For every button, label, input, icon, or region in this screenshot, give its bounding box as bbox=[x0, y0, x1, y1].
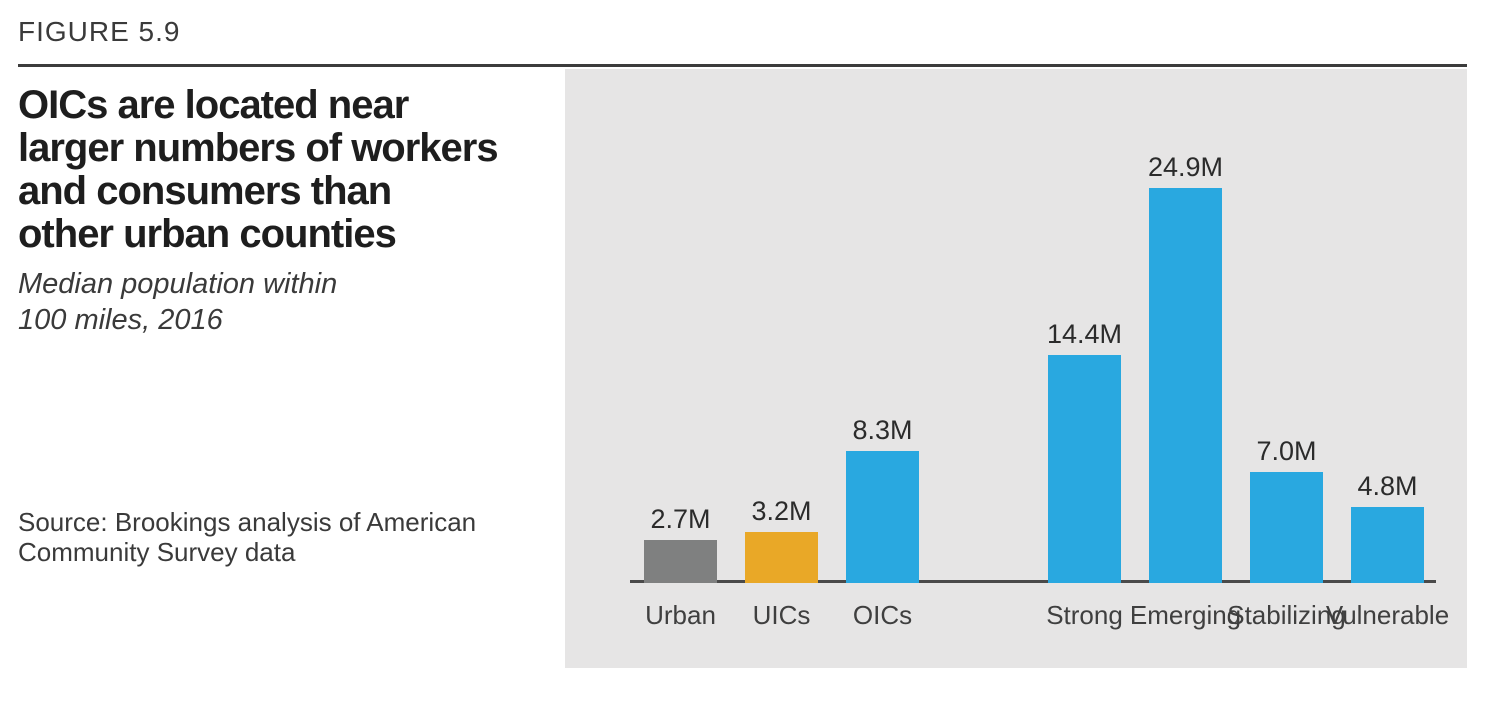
figure-subtitle: Median population within 100 miles, 2016 bbox=[18, 268, 338, 336]
x-tick-label-vulnerable: Vulnerable bbox=[1325, 600, 1450, 630]
bar-value-label-emerging: 24.9M bbox=[1147, 152, 1224, 182]
header-rule bbox=[18, 64, 1467, 67]
bar-urban bbox=[644, 540, 717, 583]
x-tick-label-stabilizing: Stabilizing bbox=[1227, 600, 1346, 630]
bar-vulnerable bbox=[1351, 507, 1424, 583]
x-tick-label-strong: Strong bbox=[1046, 600, 1123, 630]
bar-value-label-oics: 8.3M bbox=[852, 415, 913, 445]
bar-stabilizing bbox=[1250, 472, 1323, 583]
figure-title: OICs are located near larger numbers of … bbox=[18, 83, 499, 256]
source-note: Source: Brookings analysis of American C… bbox=[18, 507, 477, 567]
figure-number-label: FIGURE 5.9 bbox=[18, 16, 181, 47]
bar-value-label-strong: 14.4M bbox=[1046, 319, 1123, 349]
bar-strong bbox=[1048, 355, 1121, 583]
bar-value-label-stabilizing: 7.0M bbox=[1256, 436, 1317, 466]
x-tick-label-urban: Urban bbox=[645, 600, 716, 630]
chart-panel: 2.7M Urban 3.2M UICs 8.3M OICs 14.4M Strong 24.9… bbox=[565, 69, 1467, 668]
x-tick-label-oics: OICs bbox=[852, 600, 913, 630]
bar-value-label-urban: 2.7M bbox=[650, 504, 711, 534]
bar-uics bbox=[745, 532, 818, 583]
bar-emerging bbox=[1149, 188, 1222, 583]
bar-value-label-vulnerable: 4.8M bbox=[1357, 471, 1418, 501]
x-tick-label-emerging: Emerging bbox=[1129, 600, 1242, 630]
x-tick-label-uics: UICs bbox=[752, 600, 811, 630]
x-axis-line bbox=[630, 580, 1436, 583]
bar-value-label-uics: 3.2M bbox=[751, 496, 812, 526]
bar-oics bbox=[846, 451, 919, 583]
